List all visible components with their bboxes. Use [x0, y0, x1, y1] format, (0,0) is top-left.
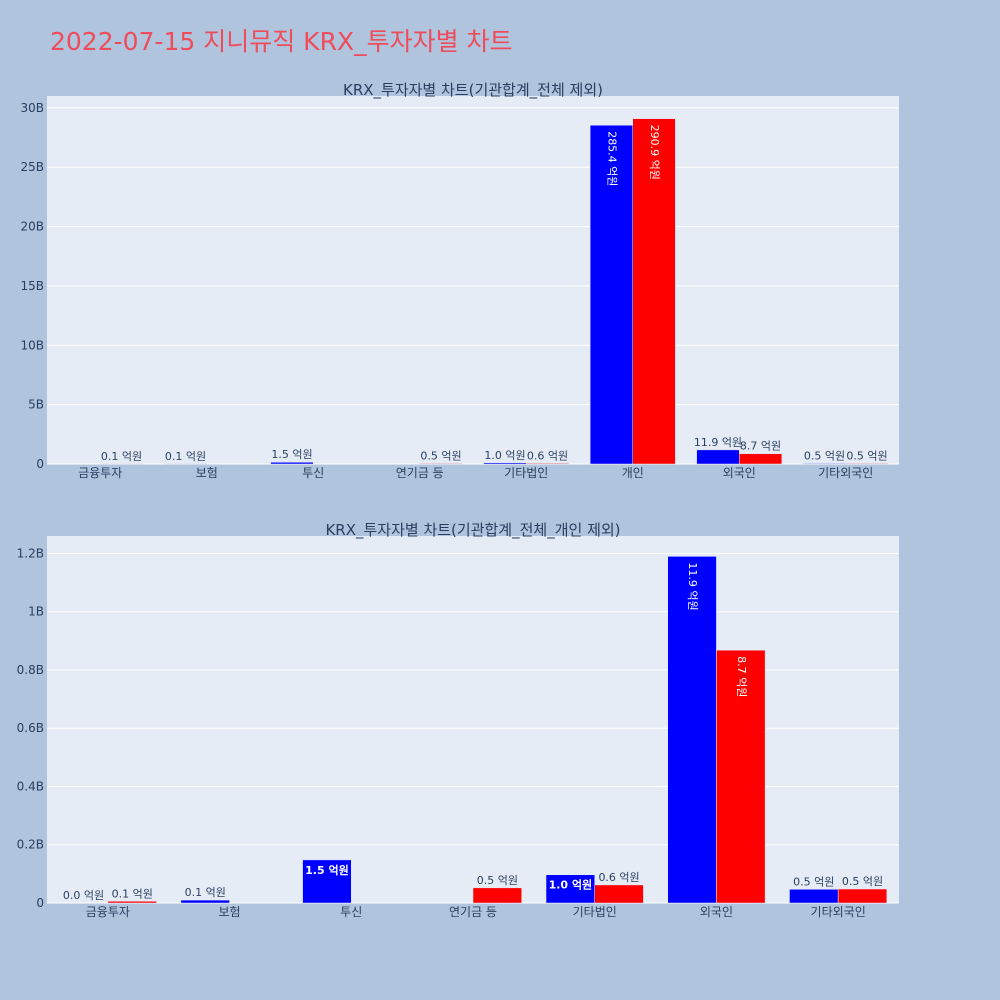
bar	[739, 453, 783, 465]
data-label: 11.9 억원	[686, 562, 699, 610]
data-label: 8.7 억원	[740, 440, 781, 453]
chart-title: KRX_투자자별 차트(기관합계_전체_개인 제외)	[325, 521, 620, 540]
y-tick-label: 0.8B	[17, 663, 44, 677]
x-tick-label: 기타법인	[573, 905, 617, 919]
data-label: 0.6 억원	[598, 871, 639, 884]
bar	[716, 649, 766, 904]
data-label: 11.9 억원	[694, 436, 742, 449]
x-tick-label: 금융투자	[86, 905, 130, 919]
bar	[545, 874, 595, 904]
bar	[526, 463, 570, 465]
x-tick-label: 외국인	[700, 905, 733, 919]
x-tick-label: 연기금 등	[449, 905, 497, 919]
data-label: 290.9 억원	[648, 125, 661, 180]
x-tick-label: 기타법인	[504, 466, 548, 480]
data-label: 0.5 억원	[846, 449, 887, 462]
x-tick-label: 기타외국인	[818, 466, 873, 480]
bar	[472, 887, 522, 904]
chart-top: KRX_투자자별 차트(기관합계_전체 제외) 0 5B 10B 15B 20B 25B 3…	[20, 81, 899, 480]
x-tick-label: 보험	[196, 466, 218, 480]
plot-area	[47, 536, 899, 903]
bar	[107, 901, 157, 904]
y-tick-label: 20B	[20, 220, 44, 234]
y-tick-label: 1.2B	[17, 546, 44, 560]
data-label: 0.6 억원	[527, 449, 568, 462]
y-tick-label: 0	[36, 896, 44, 910]
x-tick-label: 연기금 등	[396, 466, 444, 480]
data-label: 1.5 억원	[271, 448, 312, 461]
data-label: 0.5 억원	[420, 449, 461, 462]
y-tick-label: 25B	[20, 160, 44, 174]
data-label: 285.4 억원	[605, 131, 618, 186]
data-label: 0.5 억원	[842, 875, 883, 888]
y-tick-label: 0.6B	[17, 721, 44, 735]
data-label: 1.0 억원	[484, 449, 525, 462]
x-tick-label: 보험	[219, 905, 241, 919]
page-title: 2022-07-15 지니뮤직 KRX_투자자별 차트	[50, 27, 513, 56]
data-label: 0.5 억원	[804, 449, 845, 462]
bar	[419, 463, 463, 465]
data-label: 1.5 억원	[305, 863, 349, 877]
data-label: 0.5 억원	[477, 874, 518, 887]
y-tick-label: 30B	[20, 101, 44, 115]
bar	[594, 884, 644, 904]
data-label: 0.1 억원	[112, 887, 153, 900]
data-label: 0.5 억원	[793, 875, 834, 888]
x-tick-label: 개인	[622, 466, 644, 480]
bar	[667, 556, 717, 904]
x-tick-label: 외국인	[723, 466, 756, 480]
y-tick-label: 10B	[20, 338, 44, 352]
bar	[302, 859, 352, 904]
bar	[270, 461, 314, 465]
y-tick-label: 0.2B	[17, 838, 44, 852]
y-tick-label: 1B	[28, 605, 44, 619]
bar	[789, 889, 839, 904]
data-label: 0.0 억원	[63, 889, 104, 902]
y-tick-label: 0.4B	[17, 779, 44, 793]
bar	[589, 124, 634, 465]
chart-title: KRX_투자자별 차트(기관합계_전체 제외)	[343, 81, 603, 100]
bar	[845, 463, 889, 465]
data-label: 0.1 억원	[185, 886, 226, 899]
x-tick-label: 기타외국인	[811, 905, 866, 919]
data-label: 0.1 억원	[101, 450, 142, 463]
bar	[632, 118, 676, 465]
x-tick-label: 금융투자	[78, 466, 122, 480]
y-tick-label: 5B	[28, 398, 44, 412]
data-label: 8.7 억원	[735, 656, 748, 697]
plot-area	[47, 96, 899, 464]
y-tick-label: 15B	[20, 279, 44, 293]
x-tick-label: 투신	[302, 466, 324, 480]
bar	[837, 888, 888, 904]
bar	[180, 899, 230, 904]
data-label: 0.1 억원	[165, 450, 206, 463]
x-tick-label: 투신	[340, 905, 362, 919]
y-tick-label: 0	[36, 457, 44, 471]
data-label: 1.0 억원	[549, 878, 593, 892]
